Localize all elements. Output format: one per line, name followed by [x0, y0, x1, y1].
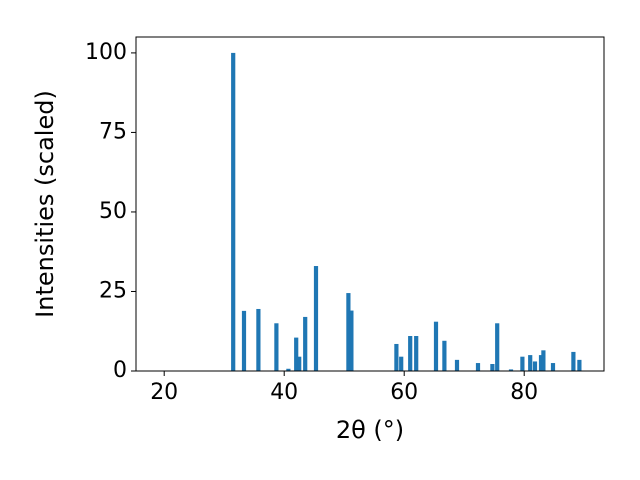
bar [495, 323, 500, 371]
bar [442, 340, 447, 371]
bar [313, 266, 319, 371]
bar [541, 350, 546, 371]
bar [346, 293, 351, 371]
x-tick-label: 60 [390, 380, 418, 405]
bar [408, 336, 413, 371]
bar [256, 308, 261, 371]
bar [508, 369, 514, 371]
bar [433, 321, 439, 371]
bar [528, 355, 533, 371]
y-tick-label: 0 [113, 358, 127, 383]
bar [399, 356, 404, 371]
bar [475, 363, 481, 371]
bar [303, 316, 308, 371]
y-tick-label: 25 [99, 278, 127, 303]
bar [349, 310, 354, 371]
x-tick-label: 80 [510, 380, 538, 405]
x-tick-label: 40 [270, 380, 298, 405]
x-tick-label: 20 [150, 380, 178, 405]
bar [571, 351, 576, 371]
y-axis-label: Intensities (scaled) [31, 90, 59, 318]
bar [231, 52, 236, 372]
x-axis-label: 2θ (°) [336, 416, 404, 444]
y-tick-label: 100 [85, 40, 127, 65]
bar [297, 356, 302, 371]
bar [550, 363, 556, 371]
bar [454, 359, 460, 371]
bar [520, 356, 525, 371]
bar [274, 323, 279, 371]
y-tick-label: 75 [99, 119, 127, 144]
bar [490, 364, 495, 371]
bar [532, 361, 538, 371]
bar [394, 343, 399, 371]
bar [241, 310, 247, 371]
bar [577, 359, 582, 371]
bar [294, 337, 299, 371]
bar [538, 355, 544, 371]
plot-frame [135, 36, 605, 372]
y-tick-label: 50 [99, 199, 127, 224]
bar [414, 336, 419, 371]
bar [286, 368, 291, 371]
